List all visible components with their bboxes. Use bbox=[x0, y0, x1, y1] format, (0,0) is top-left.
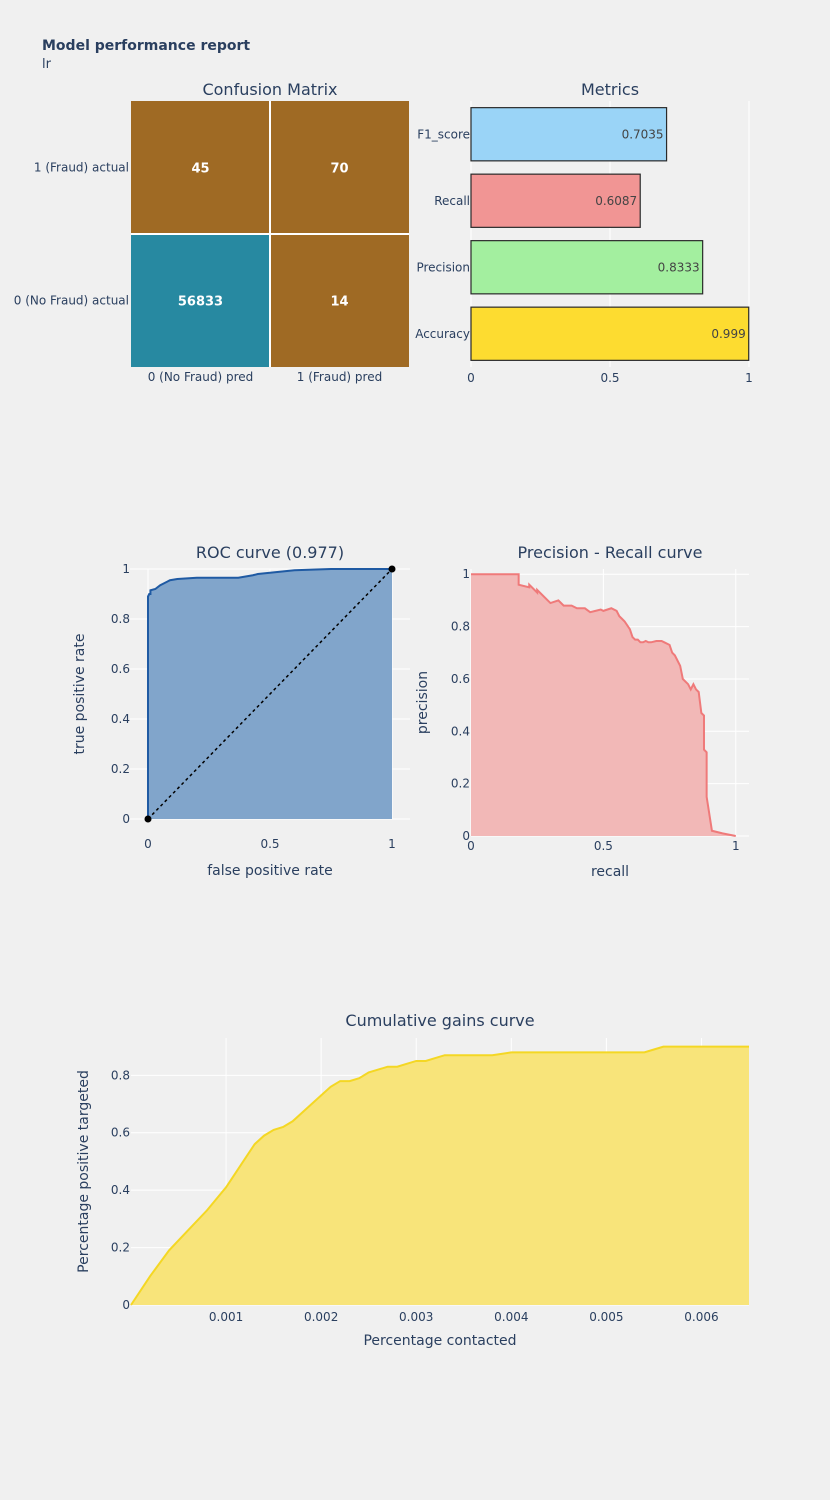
gains-area bbox=[131, 1046, 749, 1305]
gains-x-tick: 0.005 bbox=[589, 1310, 623, 1324]
pr-x-tick: 1 bbox=[732, 839, 740, 853]
roc-diagonal-start-point bbox=[144, 815, 152, 823]
pr-x-tick: 0.5 bbox=[594, 839, 613, 853]
metrics-x-tick: 0 bbox=[467, 371, 475, 385]
metrics-bar bbox=[470, 107, 668, 162]
report-title: Model performance report bbox=[42, 38, 250, 54]
gains-x-axis-title: Percentage contacted bbox=[363, 1333, 516, 1349]
metrics-category-label: Precision bbox=[416, 260, 470, 274]
pr-line bbox=[471, 573, 736, 837]
metrics-panel: Metrics 0.7035 F1_score 0.6087 Recall 0.8333 P… bbox=[415, 80, 753, 385]
metrics-bar bbox=[470, 306, 750, 361]
metrics-bar-label: 0.6087 bbox=[595, 194, 637, 208]
cm-cell-value: 56833 bbox=[178, 295, 223, 310]
cm-x-label: 0 (No Fraud) pred bbox=[148, 370, 254, 384]
roc-y-tick: 0.2 bbox=[111, 762, 130, 776]
cm-cell-value: 45 bbox=[191, 162, 209, 177]
metrics-x-tick: 1 bbox=[745, 371, 753, 385]
roc-y-tick: 0.4 bbox=[111, 712, 130, 726]
pr-y-tick: 0.6 bbox=[451, 672, 470, 686]
gains-y-tick: 0 bbox=[122, 1298, 130, 1312]
pr-y-tick: 1 bbox=[462, 567, 470, 581]
gains-y-tick: 0.2 bbox=[111, 1241, 130, 1255]
roc-x-tick: 0.5 bbox=[260, 837, 279, 851]
roc-x-axis-title: false positive rate bbox=[207, 863, 333, 879]
cm-cell bbox=[131, 234, 270, 367]
roc-line bbox=[147, 568, 392, 819]
metrics-category-label: Accuracy bbox=[415, 327, 470, 341]
cm-y-label: 0 (No Fraud) actual bbox=[14, 294, 129, 308]
gains-y-tick: 0.8 bbox=[111, 1068, 130, 1082]
pr-y-tick: 0 bbox=[462, 829, 470, 843]
gains-x-tick: 0.006 bbox=[684, 1310, 718, 1324]
roc-panel: ROC curve (0.977) 0 0.5 1 0 0.2 0.4 0.6 0.8 1 fals… bbox=[72, 543, 410, 879]
metrics-category-label: Recall bbox=[434, 194, 470, 208]
pr-y-tick: 0.4 bbox=[451, 724, 470, 738]
cm-cell-value: 70 bbox=[330, 162, 348, 177]
metrics-bar-label: 0.999 bbox=[711, 327, 745, 341]
roc-y-axis-title: true positive rate bbox=[72, 634, 88, 755]
pr-area bbox=[471, 574, 736, 836]
metrics-bar-label: 0.8333 bbox=[658, 260, 700, 274]
metrics-bar-label: 0.7035 bbox=[622, 127, 664, 141]
pr-y-tick: 0.8 bbox=[451, 620, 470, 634]
cm-cell bbox=[270, 234, 409, 367]
cm-cell-value: 14 bbox=[330, 295, 348, 310]
metrics-bar bbox=[470, 240, 704, 295]
roc-y-tick: 0.8 bbox=[111, 612, 130, 626]
gains-x-tick: 0.001 bbox=[209, 1310, 243, 1324]
gains-y-axis-title: Percentage positive targeted bbox=[76, 1070, 92, 1273]
report-subtitle: lr bbox=[42, 57, 52, 72]
cm-cell bbox=[270, 101, 409, 234]
roc-diagonal-line bbox=[147, 568, 393, 820]
pr-x-axis-title: recall bbox=[591, 864, 629, 880]
pr-panel: Precision - Recall curve 0 0.5 1 0 0.2 0.4 0.6 0… bbox=[415, 543, 749, 880]
pr-x-tick: 0 bbox=[467, 839, 475, 853]
pr-title: Precision - Recall curve bbox=[518, 543, 703, 562]
gains-title: Cumulative gains curve bbox=[345, 1011, 534, 1030]
pr-y-axis-title: precision bbox=[415, 671, 431, 734]
gains-x-tick: 0.002 bbox=[304, 1310, 338, 1324]
cm-y-label: 1 (Fraud) actual bbox=[34, 161, 129, 175]
cm-cell bbox=[131, 101, 270, 234]
gains-x-tick: 0.004 bbox=[494, 1310, 528, 1324]
cm-x-label: 1 (Fraud) pred bbox=[297, 370, 382, 384]
gains-line bbox=[130, 1045, 749, 1306]
gains-x-tick: 0.003 bbox=[399, 1310, 433, 1324]
confusion-matrix-panel: Confusion Matrix 45 70 56833 14 1 (Fraud) act… bbox=[14, 80, 409, 384]
cm-title: Confusion Matrix bbox=[202, 80, 337, 99]
gains-panel: Cumulative gains curve 0.001 0.002 0.003 0.0… bbox=[76, 1011, 749, 1349]
roc-y-tick: 0 bbox=[122, 812, 130, 826]
roc-diagonal-end-point bbox=[388, 565, 396, 573]
pr-y-tick: 0.2 bbox=[451, 777, 470, 791]
roc-y-tick: 0.6 bbox=[111, 662, 130, 676]
gains-y-tick: 0.4 bbox=[111, 1183, 130, 1197]
metrics-x-tick: 0.5 bbox=[600, 371, 619, 385]
roc-x-tick: 1 bbox=[388, 837, 396, 851]
metrics-title: Metrics bbox=[581, 80, 639, 99]
metrics-category-label: F1_score bbox=[417, 127, 470, 141]
roc-x-tick: 0 bbox=[144, 837, 152, 851]
metrics-bar bbox=[470, 173, 641, 228]
roc-title: ROC curve (0.977) bbox=[196, 543, 344, 562]
roc-y-tick: 1 bbox=[122, 562, 130, 576]
gains-y-tick: 0.6 bbox=[111, 1126, 130, 1140]
